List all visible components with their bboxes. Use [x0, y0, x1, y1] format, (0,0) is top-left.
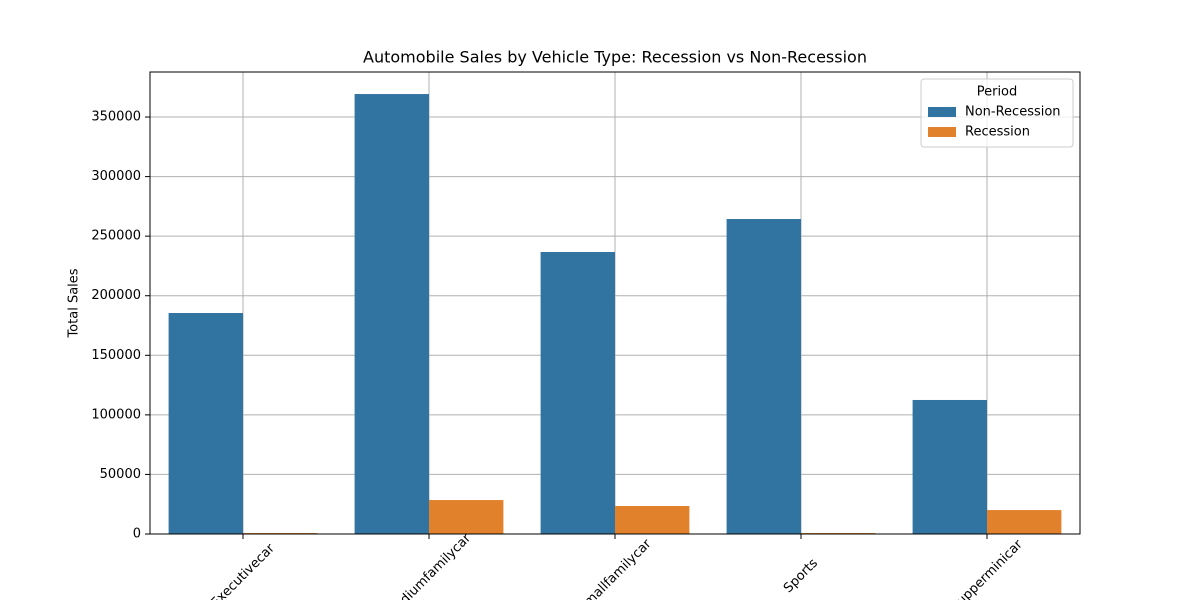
y-tick-label: 100000 — [91, 407, 141, 422]
x-tick-label: Supperminicar — [948, 537, 1026, 600]
bar — [354, 94, 429, 535]
x-tick-label: Smallfamilycar — [576, 536, 655, 600]
y-axis-label: Total Sales — [67, 268, 82, 338]
x-tick-label: Executivecar — [208, 541, 278, 600]
x-tick-label: Mediumfamilycar — [384, 530, 475, 600]
bar — [168, 313, 243, 534]
bar — [726, 219, 801, 534]
chart-title: Automobile Sales by Vehicle Type: Recess… — [363, 48, 867, 67]
bar — [987, 510, 1062, 534]
legend-box — [920, 78, 1074, 148]
bar — [540, 252, 615, 534]
legend-label: Recession — [965, 125, 1030, 140]
y-tick-label: 300000 — [91, 169, 141, 184]
legend-title: Period — [977, 85, 1018, 100]
y-tick-label: 150000 — [91, 348, 141, 363]
legend-swatch — [928, 127, 956, 137]
y-tick-label: 50000 — [100, 467, 141, 482]
y-tick-label: 200000 — [91, 288, 141, 303]
y-tick-label: 250000 — [91, 229, 141, 244]
legend-swatch — [928, 107, 956, 117]
bar — [912, 399, 987, 534]
legend-label: Non-Recession — [965, 105, 1061, 120]
bar — [615, 506, 690, 534]
x-tick-label: Sports — [781, 556, 821, 596]
bar — [429, 500, 504, 534]
y-tick-label: 350000 — [91, 110, 141, 125]
y-tick-label: 0 — [133, 527, 141, 542]
plot-frame — [149, 71, 1081, 535]
